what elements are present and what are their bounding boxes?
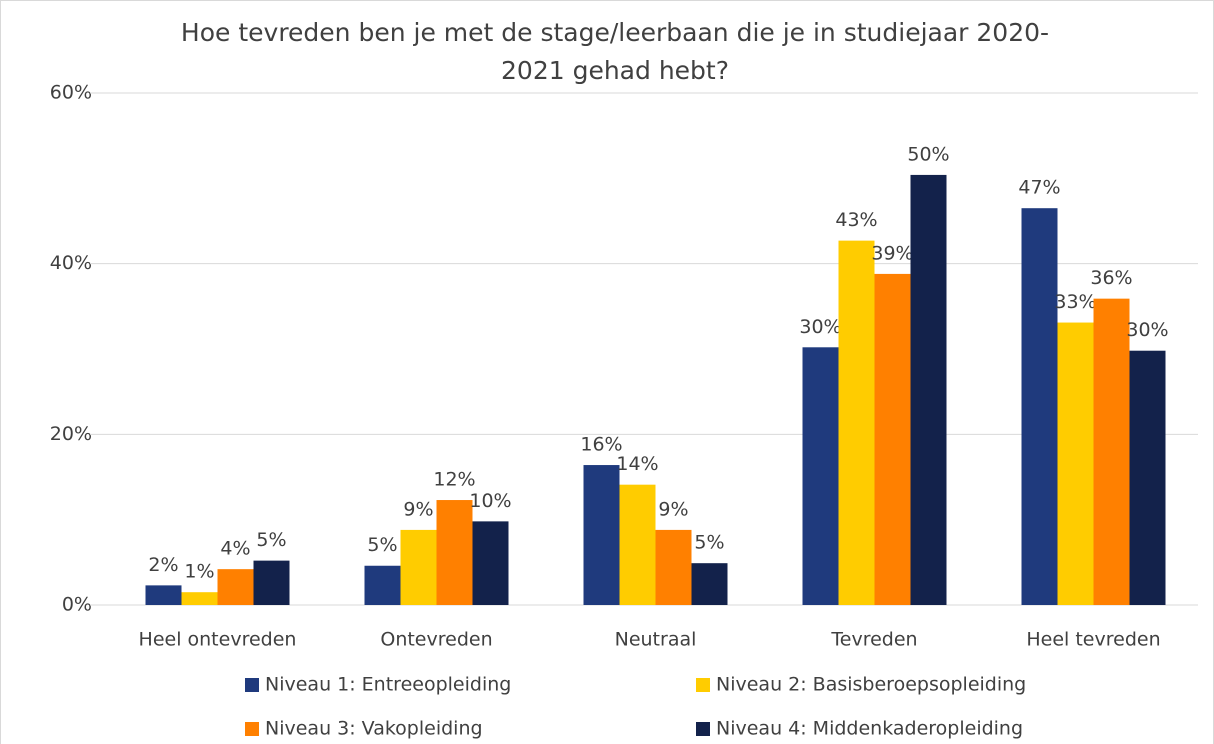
value-label: 5% (694, 532, 724, 554)
value-label: 50% (907, 143, 949, 165)
bar (1021, 208, 1058, 605)
value-label: 30% (799, 316, 841, 338)
value-label: 39% (871, 242, 913, 264)
legend-label: Niveau 4: Middenkaderopleiding (716, 718, 1023, 740)
bar (472, 521, 509, 605)
value-label: 9% (403, 498, 433, 520)
bar (400, 529, 437, 605)
legend-swatch (696, 678, 710, 692)
bar (364, 565, 401, 605)
value-label: 10% (469, 490, 511, 512)
bar (217, 569, 254, 605)
legend-label: Niveau 3: Vakopleiding (265, 718, 483, 740)
legend-label: Niveau 1: Entreeopleiding (265, 674, 511, 696)
value-label: 43% (835, 209, 877, 231)
x-tick-label: Neutraal (615, 629, 697, 651)
y-tick-label: 60% (50, 82, 92, 104)
bar (436, 500, 473, 605)
bar (874, 273, 911, 605)
bar (802, 347, 839, 605)
value-label: 14% (616, 453, 658, 475)
bar (253, 560, 290, 605)
bar (1129, 350, 1166, 605)
bar (838, 240, 875, 606)
legend-swatch (696, 722, 710, 736)
value-label: 5% (256, 529, 286, 551)
legend-swatch (245, 678, 259, 692)
x-tick-label: Heel ontevreden (139, 629, 297, 651)
value-label: 47% (1018, 177, 1060, 199)
y-tick-label: 0% (62, 594, 92, 616)
value-label: 4% (220, 538, 250, 560)
legend-swatch (245, 722, 259, 736)
bar (181, 592, 218, 605)
y-tick-label: 40% (50, 252, 92, 274)
bar (583, 465, 620, 605)
value-label: 33% (1054, 291, 1096, 313)
bar (1093, 298, 1130, 605)
bar (655, 529, 692, 605)
chart-title: Hoe tevreden ben je met de stage/leerbaa… (180, 18, 1050, 85)
bar (145, 585, 182, 605)
bar (1057, 322, 1094, 605)
value-label: 36% (1090, 267, 1132, 289)
legend-label: Niveau 2: Basisberoepsopleiding (716, 674, 1026, 696)
bar (910, 174, 947, 606)
value-label: 9% (658, 498, 688, 520)
bar (691, 563, 728, 605)
value-label: 30% (1126, 319, 1168, 341)
value-label: 2% (148, 554, 178, 576)
y-tick-label: 20% (50, 423, 92, 445)
x-tick-label: Tevreden (830, 629, 917, 651)
value-label: 12% (433, 469, 475, 491)
x-tick-label: Heel tevreden (1026, 629, 1160, 651)
x-tick-label: Ontevreden (380, 629, 492, 651)
value-label: 1% (184, 561, 214, 583)
value-label: 5% (367, 534, 397, 556)
bar (619, 484, 656, 605)
value-label: 16% (580, 434, 622, 456)
